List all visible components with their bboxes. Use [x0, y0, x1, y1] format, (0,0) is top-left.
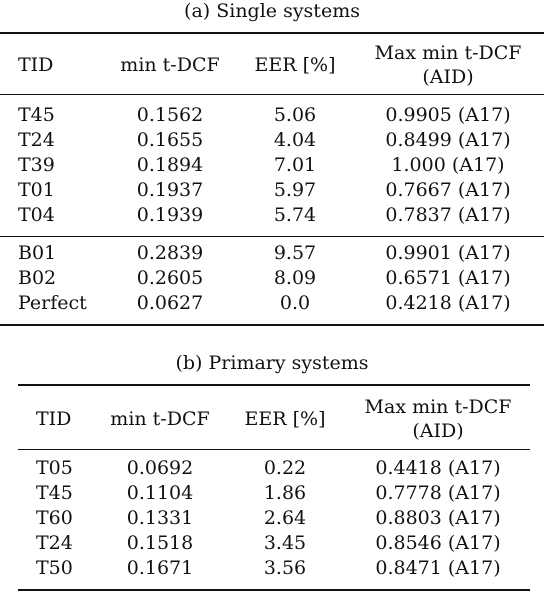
cell-eer: 3.56	[263, 557, 307, 579]
cell-min-tdcf: 0.0627	[136, 292, 204, 314]
cell-max-min-tdcf-aid: 0.8499 (A17)	[385, 129, 511, 151]
cell-eer: 5.97	[273, 179, 317, 201]
cell-min-tdcf: 0.1894	[136, 154, 204, 176]
table-rule-thick	[18, 384, 530, 386]
cell-max-min-tdcf-aid: 0.8803 (A17)	[375, 507, 501, 529]
cell-min-tdcf: 0.1331	[126, 507, 194, 529]
cell-min-tdcf: 0.1655	[136, 129, 204, 151]
table-caption: (b) Primary systems	[175, 352, 369, 374]
table-rule-thick	[18, 589, 530, 591]
cell-min-tdcf: 0.2605	[136, 267, 204, 289]
cell-max-min-tdcf-aid: 0.9905 (A17)	[385, 104, 511, 126]
header-eer: EER [%]	[254, 54, 336, 76]
cell-eer: 2.64	[263, 507, 307, 529]
header-max-min-tdcf: Max min t-DCF	[374, 42, 522, 64]
table-caption: (a) Single systems	[184, 0, 360, 22]
cell-tid: T39	[18, 154, 55, 176]
cell-eer: 3.45	[263, 532, 307, 554]
cell-tid: Perfect	[18, 292, 87, 314]
cell-min-tdcf: 0.1104	[126, 482, 194, 504]
cell-max-min-tdcf-aid: 0.8546 (A17)	[375, 532, 501, 554]
header-min-tdcf: min t-DCF	[120, 54, 220, 76]
cell-min-tdcf: 0.1939	[136, 204, 204, 226]
cell-max-min-tdcf-aid: 1.000 (A17)	[391, 154, 505, 176]
cell-eer: 5.74	[273, 204, 317, 226]
header-aid: (AID)	[422, 66, 474, 88]
cell-min-tdcf: 0.1671	[126, 557, 194, 579]
cell-tid: T50	[36, 557, 73, 579]
cell-min-tdcf: 0.1518	[126, 532, 194, 554]
header-aid: (AID)	[412, 420, 464, 442]
cell-max-min-tdcf-aid: 0.8471 (A17)	[375, 557, 501, 579]
cell-tid: T45	[18, 104, 55, 126]
table-rule	[0, 94, 544, 95]
cell-tid: T60	[36, 507, 73, 529]
header-tid: TID	[18, 54, 54, 76]
cell-eer: 1.86	[263, 482, 307, 504]
cell-min-tdcf: 0.0692	[126, 457, 194, 479]
cell-tid: T24	[36, 532, 73, 554]
cell-min-tdcf: 0.1562	[136, 104, 204, 126]
cell-eer: 5.06	[273, 104, 317, 126]
cell-eer: 4.04	[273, 129, 317, 151]
cell-tid: B01	[18, 242, 57, 264]
cell-eer: 7.01	[273, 154, 317, 176]
table-rule-thick	[0, 324, 544, 326]
cell-max-min-tdcf-aid: 0.7667 (A17)	[385, 179, 511, 201]
cell-max-min-tdcf-aid: 0.4218 (A17)	[385, 292, 511, 314]
header-min-tdcf: min t-DCF	[110, 408, 210, 430]
cell-max-min-tdcf-aid: 0.9901 (A17)	[385, 242, 511, 264]
cell-tid: T01	[18, 179, 55, 201]
cell-tid: T04	[18, 204, 55, 226]
cell-tid: B02	[18, 267, 57, 289]
cell-eer: 8.09	[273, 267, 317, 289]
header-eer: EER [%]	[244, 408, 326, 430]
cell-max-min-tdcf-aid: 0.6571 (A17)	[385, 267, 511, 289]
cell-tid: T24	[18, 129, 55, 151]
header-tid: TID	[36, 408, 72, 430]
cell-tid: T45	[36, 482, 73, 504]
table-rule-thick	[0, 32, 544, 34]
header-max-min-tdcf: Max min t-DCF	[364, 396, 512, 418]
cell-eer: 0.0	[279, 292, 311, 314]
cell-min-tdcf: 0.1937	[136, 179, 204, 201]
table-rule	[18, 449, 530, 450]
cell-max-min-tdcf-aid: 0.7778 (A17)	[375, 482, 501, 504]
cell-tid: T05	[36, 457, 73, 479]
cell-eer: 9.57	[273, 242, 317, 264]
cell-max-min-tdcf-aid: 0.7837 (A17)	[385, 204, 511, 226]
cell-max-min-tdcf-aid: 0.4418 (A17)	[375, 457, 501, 479]
table-rule	[0, 236, 544, 237]
cell-min-tdcf: 0.2839	[136, 242, 204, 264]
cell-eer: 0.22	[263, 457, 307, 479]
